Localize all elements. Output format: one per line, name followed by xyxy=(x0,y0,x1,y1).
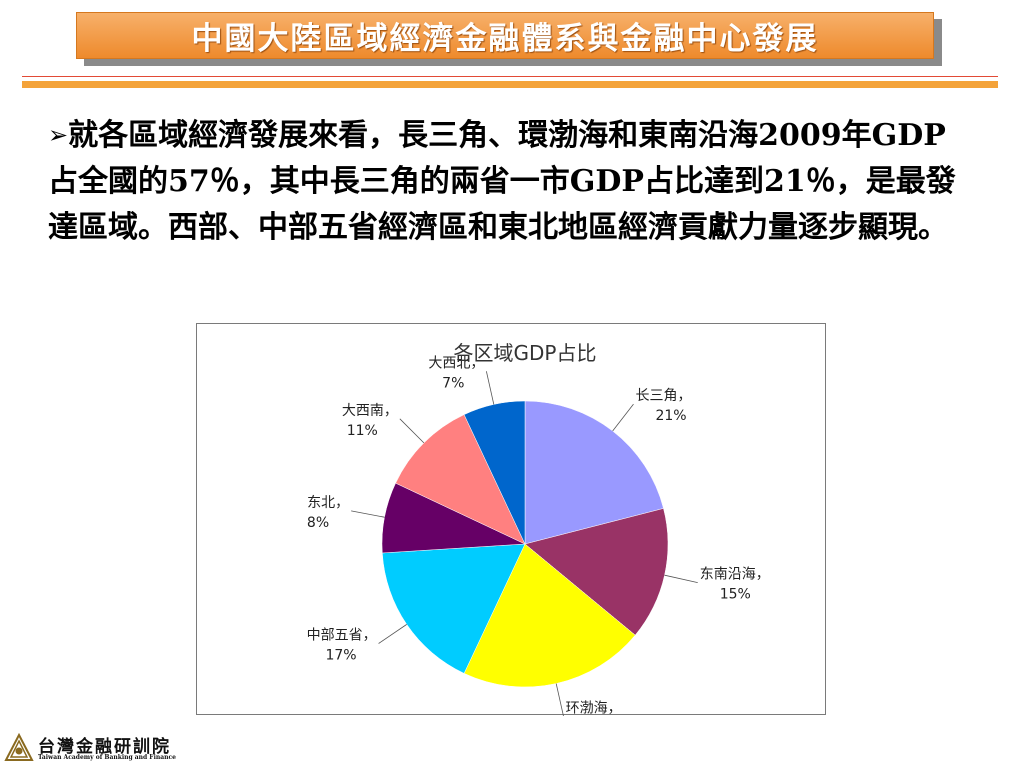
academy-emblem-icon xyxy=(4,733,34,761)
title-banner: 中國大陸區域經濟金融體系與金融中心發展 xyxy=(76,12,934,59)
pie-slice-name-6: 大西北， xyxy=(428,355,484,371)
pie-leader-line-1 xyxy=(664,574,698,584)
pie-slice-value-6: 7% xyxy=(442,375,464,391)
pie-slice-name-4: 东北， xyxy=(307,495,349,511)
paragraph-text: 就各區域經濟發展來看，長三角、環渤海和東南沿海2009年GDP 占全國的57％，… xyxy=(48,118,956,245)
pie-slice-name-0: 长三角， xyxy=(635,388,691,404)
pie-leader-line-2 xyxy=(555,683,564,716)
pie-slice-0 xyxy=(524,400,664,545)
pie-slice-name-2: 环渤海， xyxy=(566,701,622,716)
arrow-bullet-icon: ➢ xyxy=(48,121,69,149)
pie-leader-line-0 xyxy=(612,403,634,432)
pie-slice-value-5: 11% xyxy=(347,423,378,439)
pie-leader-line-6 xyxy=(485,371,495,405)
pie-leader-line-5 xyxy=(399,418,425,444)
pie-chart-svg: 长三角，21%东南沿海，15%环渤海，21%中部五省，17%东北，8%大西南，1… xyxy=(307,341,770,716)
pie-slice-5 xyxy=(395,414,526,545)
pie-slice-6 xyxy=(463,400,526,545)
page-title: 中國大陸區域經濟金融體系與金融中心發展 xyxy=(191,21,819,57)
pie-leader-line-3 xyxy=(378,624,407,644)
divider-thin xyxy=(22,76,998,77)
pie-slice-name-5: 大西南， xyxy=(342,403,398,419)
pie-slice-1 xyxy=(524,508,669,636)
pie-slice-value-1: 15% xyxy=(720,587,751,603)
pie-slice-value-3: 17% xyxy=(325,647,356,663)
pie-slice-name-1: 东南沿海， xyxy=(700,567,770,583)
pie-slice-name-3: 中部五省， xyxy=(307,627,377,643)
pie-chart: 长三角，21%东南沿海，15%环渤海，21%中部五省，17%东北，8%大西南，1… xyxy=(196,323,826,716)
pie-slice-value-0: 21% xyxy=(655,408,686,424)
chart-title: 各区域GDP占比 xyxy=(454,341,597,365)
pie-slice-3 xyxy=(382,543,526,674)
pie-slice-value-4: 8% xyxy=(307,515,329,531)
footer-org-name-en: Taiwan Academy of Banking and Finance xyxy=(38,754,176,761)
pie-slice-2 xyxy=(463,543,636,688)
body-paragraph: ➢就各區域經濟發展來看，長三角、環渤海和東南沿海2009年GDP 占全國的57％… xyxy=(48,112,978,251)
divider-thick xyxy=(22,81,998,88)
footer-org-name: 台灣金融研訓院 xyxy=(38,737,171,757)
pie-leader-line-4 xyxy=(351,510,385,518)
